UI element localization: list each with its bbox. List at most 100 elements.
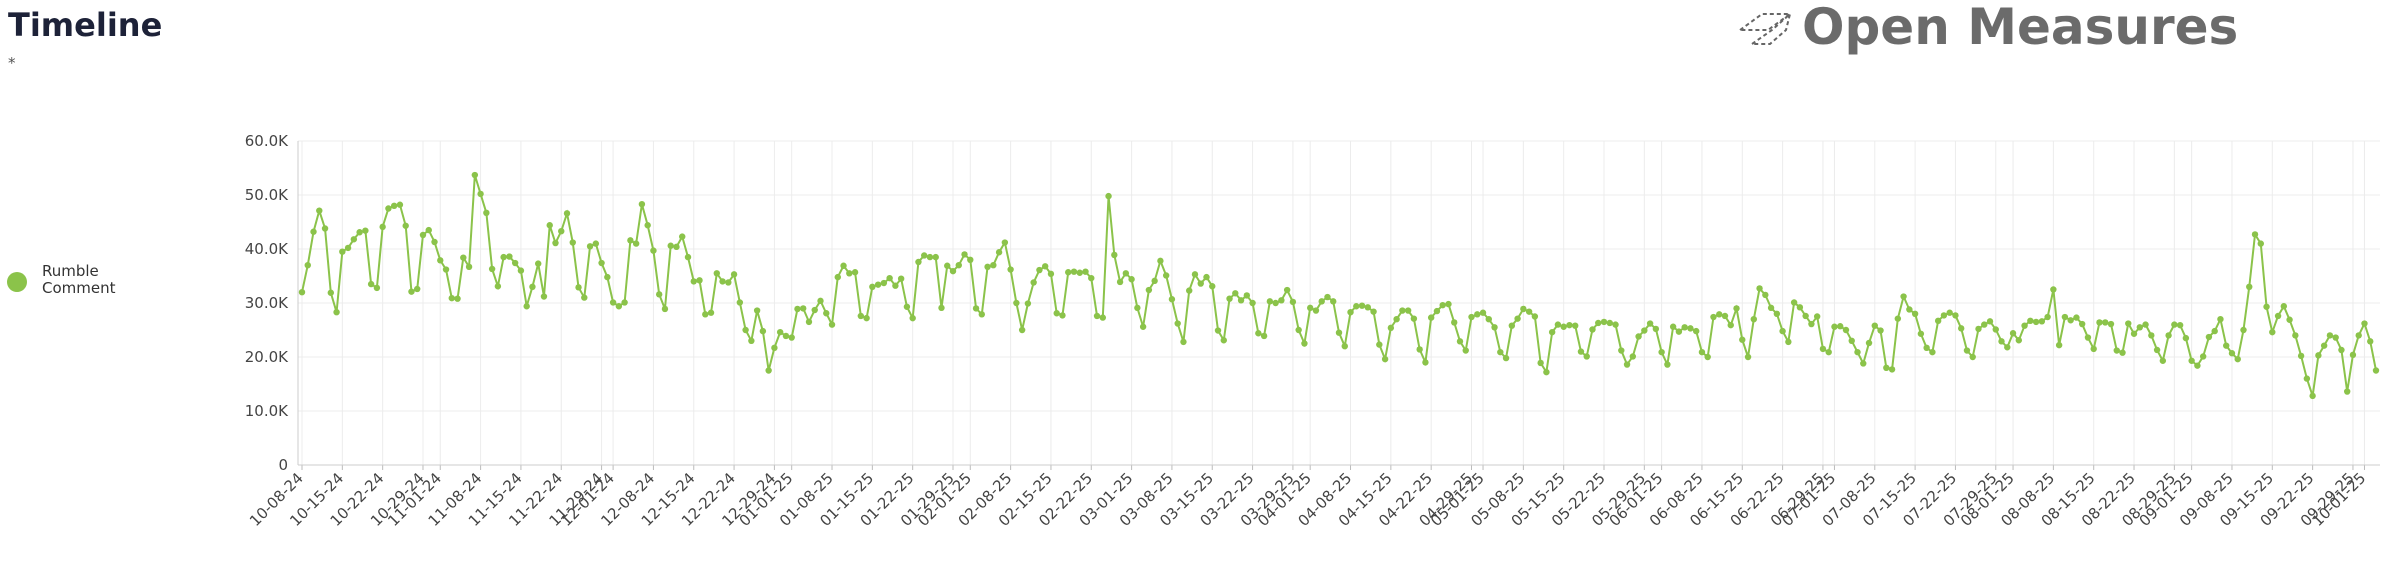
data-point xyxy=(1808,320,1815,328)
data-point xyxy=(2343,388,2351,395)
data-point xyxy=(1583,353,1590,360)
data-point xyxy=(846,270,853,277)
data-point xyxy=(874,281,882,288)
data-point xyxy=(1479,309,1487,316)
y-tick-label: 40.0K xyxy=(245,240,289,258)
data-point xyxy=(316,207,323,214)
data-point xyxy=(442,266,450,273)
data-point xyxy=(834,273,841,281)
data-point xyxy=(2084,334,2092,341)
data-point xyxy=(1721,312,1729,320)
data-point xyxy=(1013,299,1020,307)
data-point xyxy=(2044,313,2051,321)
data-point xyxy=(771,344,778,352)
data-point xyxy=(897,275,905,282)
data-point xyxy=(2199,353,2207,360)
data-point xyxy=(333,308,340,316)
data-point xyxy=(2004,344,2011,351)
data-point xyxy=(1364,304,1372,311)
data-point xyxy=(990,262,997,269)
data-point xyxy=(690,278,697,285)
data-point xyxy=(2286,316,2293,323)
data-point xyxy=(2182,334,2190,342)
data-point xyxy=(517,267,525,274)
data-point xyxy=(2125,320,2132,327)
data-point xyxy=(961,251,968,258)
data-point xyxy=(1053,310,1060,317)
data-point xyxy=(1427,314,1435,321)
data-point xyxy=(1209,283,1216,290)
data-point xyxy=(431,238,438,246)
data-point xyxy=(765,367,772,374)
data-point xyxy=(581,294,588,301)
data-point xyxy=(1278,297,1285,304)
data-point xyxy=(2119,349,2126,356)
data-point xyxy=(2078,320,2086,328)
data-point xyxy=(529,283,536,290)
data-point xyxy=(367,280,375,288)
data-point xyxy=(1767,304,1775,312)
data-point xyxy=(1871,322,1878,329)
data-point xyxy=(1237,297,1245,304)
data-point xyxy=(805,318,813,326)
data-point xyxy=(2050,286,2057,293)
data-point xyxy=(1468,313,1475,321)
data-point xyxy=(1623,361,1631,368)
data-point xyxy=(1416,346,1423,353)
data-point xyxy=(1716,311,1723,318)
data-point xyxy=(1554,321,1562,328)
data-point xyxy=(1543,368,1550,376)
data-point xyxy=(1629,353,1637,360)
data-point xyxy=(632,240,640,247)
data-point xyxy=(2142,321,2149,328)
data-point xyxy=(2240,326,2247,334)
data-point xyxy=(932,253,939,261)
data-point xyxy=(2257,240,2264,247)
legend-marker xyxy=(7,272,27,292)
data-point xyxy=(1669,323,1677,330)
data-point xyxy=(1347,308,1354,316)
data-point xyxy=(1018,326,1026,334)
data-point xyxy=(863,314,870,322)
data-point xyxy=(1485,316,1492,323)
data-point xyxy=(1537,359,1544,367)
data-point xyxy=(1065,269,1072,276)
data-point xyxy=(598,259,605,267)
data-point xyxy=(725,279,732,286)
data-point xyxy=(379,223,386,231)
data-point xyxy=(1197,280,1204,287)
data-point xyxy=(707,309,715,316)
data-point xyxy=(2297,352,2305,360)
data-point xyxy=(1934,317,1942,325)
data-point xyxy=(1848,337,1855,344)
data-point xyxy=(1692,327,1700,335)
brand-name: Open Measures xyxy=(1802,0,2238,56)
data-point xyxy=(1214,327,1222,334)
data-point xyxy=(2205,333,2213,341)
data-point xyxy=(667,242,674,249)
data-point xyxy=(615,303,623,310)
data-point xyxy=(1445,300,1452,308)
data-point xyxy=(972,305,980,312)
data-point xyxy=(2165,332,2172,339)
data-point xyxy=(373,284,381,292)
data-point xyxy=(1451,319,1458,326)
data-point xyxy=(1508,322,1516,329)
data-point xyxy=(1024,300,1032,307)
data-point xyxy=(828,321,836,328)
data-point xyxy=(2194,362,2201,369)
data-point xyxy=(1410,315,1418,322)
data-point xyxy=(857,312,865,320)
data-point xyxy=(1393,316,1400,323)
data-point xyxy=(477,190,484,198)
data-point xyxy=(327,289,335,296)
data-point xyxy=(1825,348,1832,356)
logo-icon xyxy=(1748,11,1792,45)
data-point xyxy=(1145,286,1153,294)
y-tick-label: 30.0K xyxy=(245,294,289,312)
data-point xyxy=(2055,341,2063,349)
data-point xyxy=(1134,304,1141,312)
data-point xyxy=(1116,278,1124,286)
data-point xyxy=(1600,318,1608,326)
